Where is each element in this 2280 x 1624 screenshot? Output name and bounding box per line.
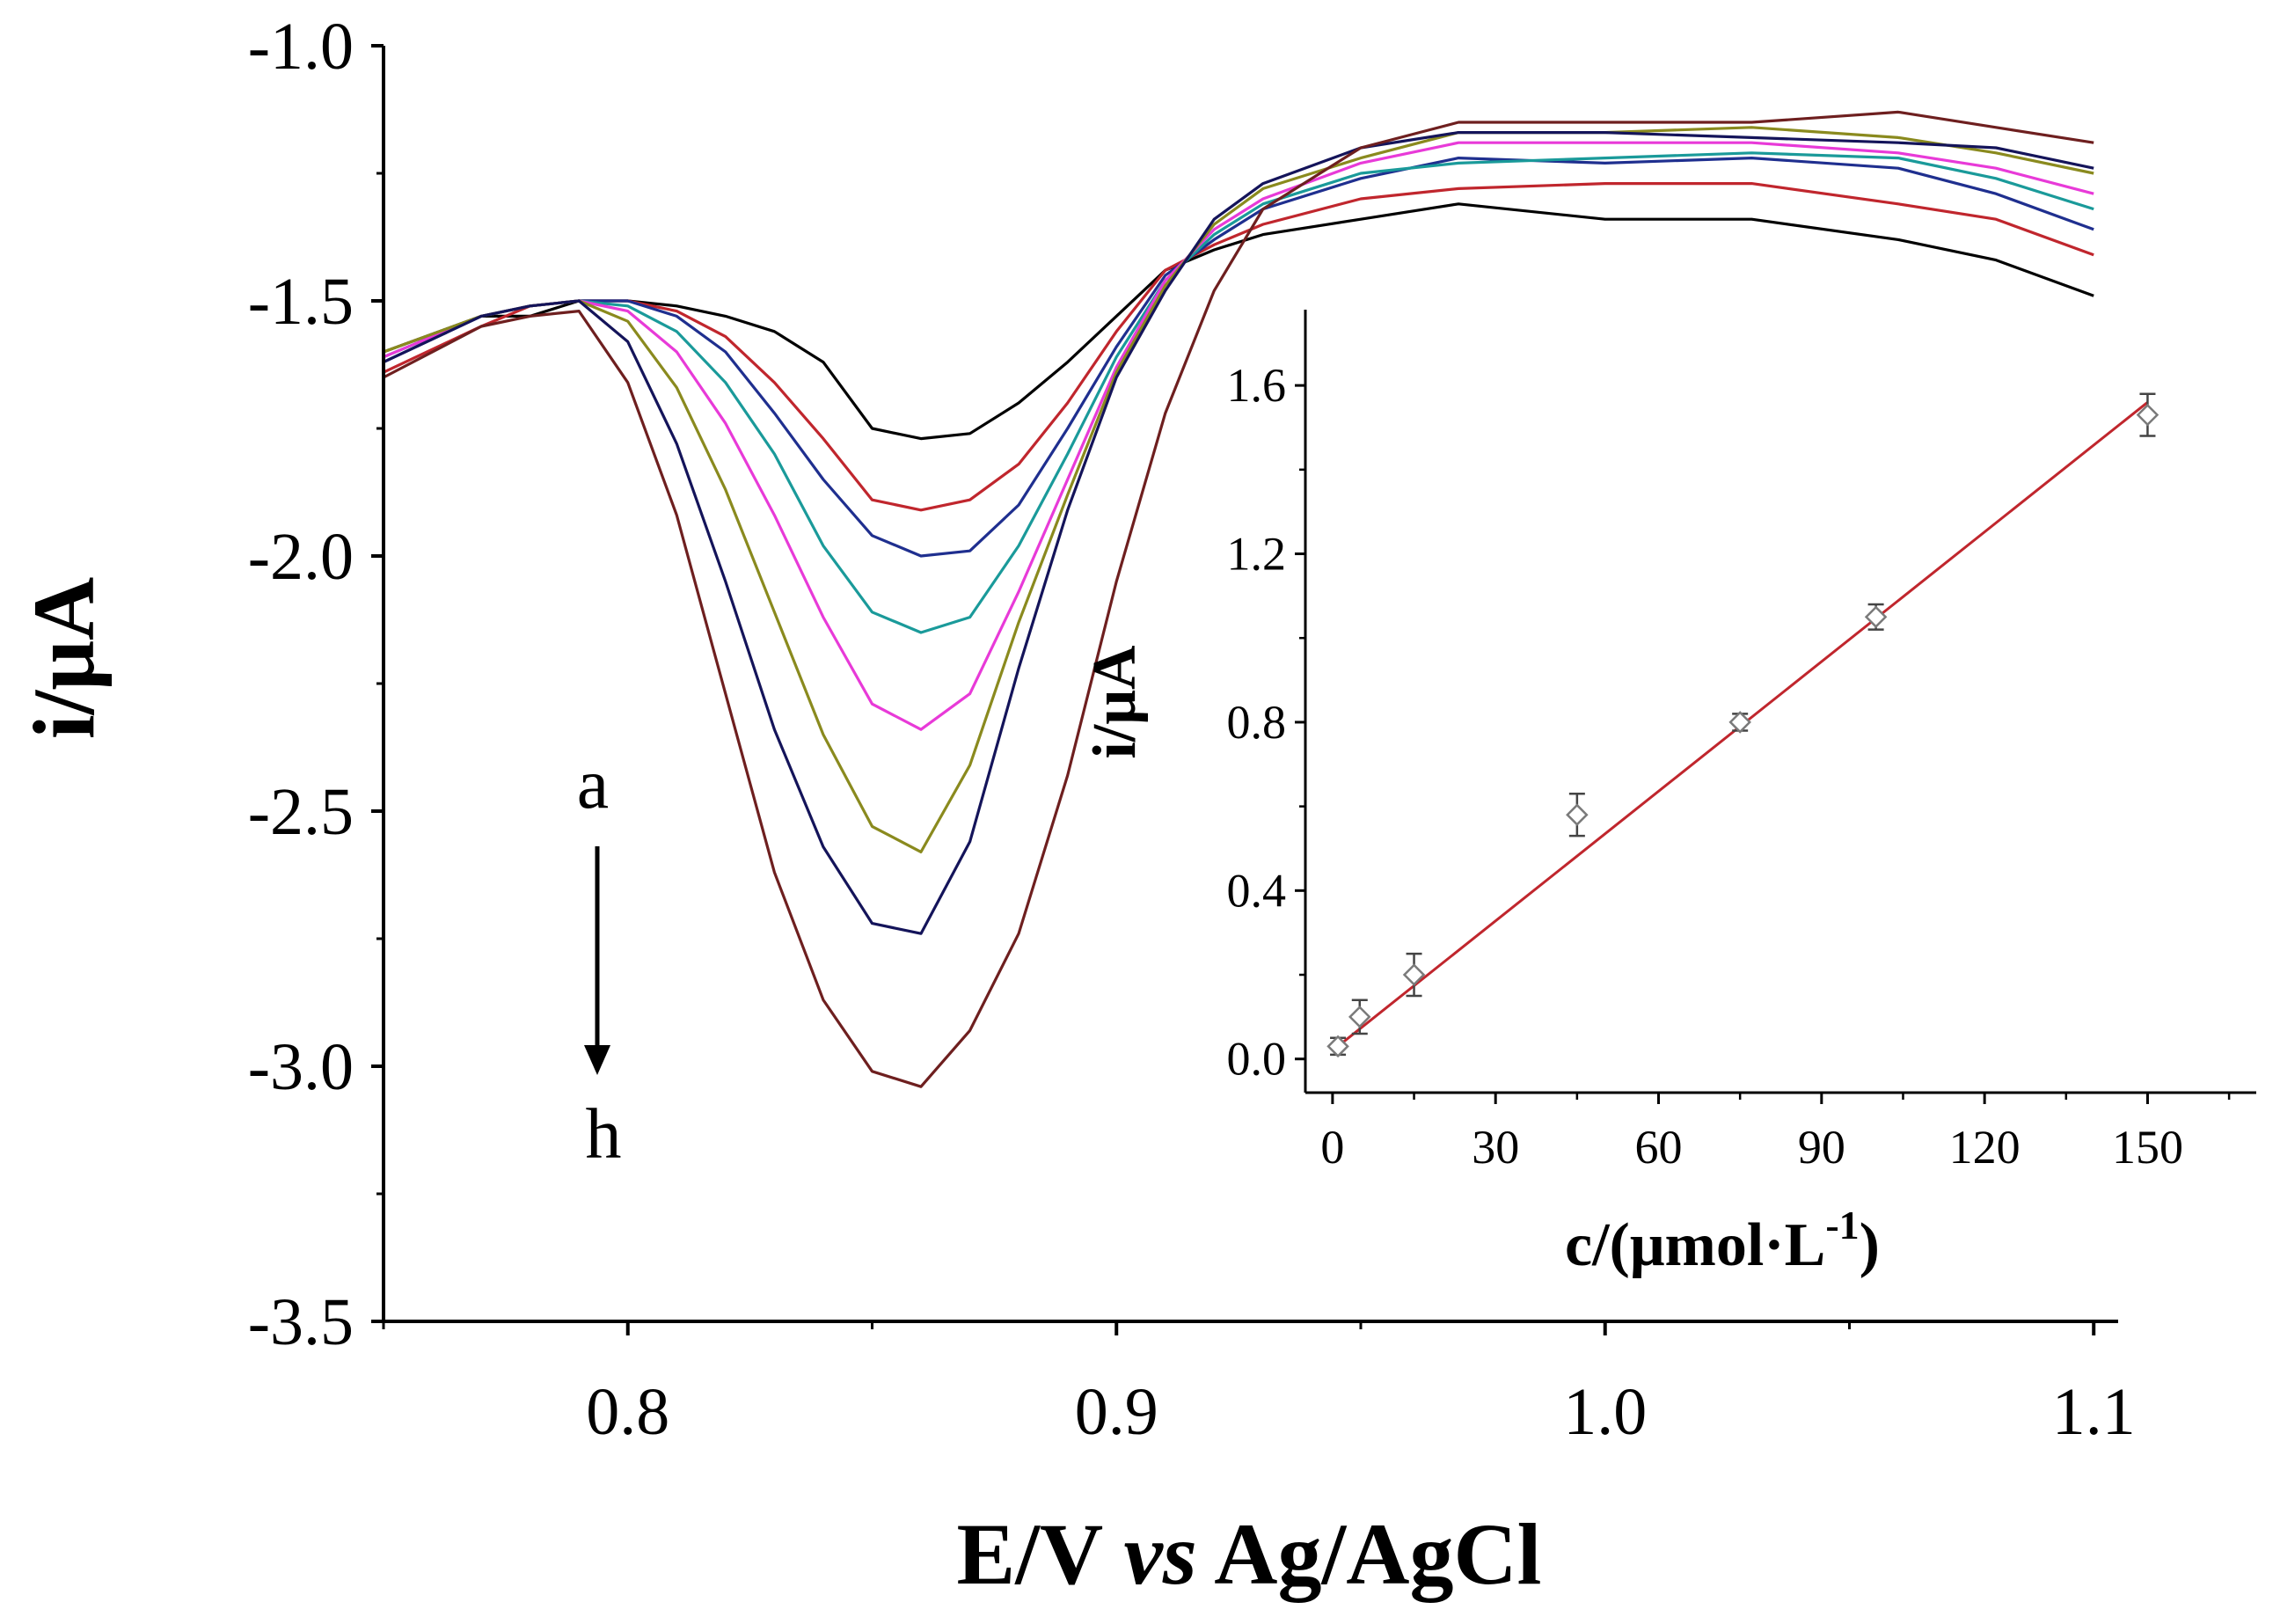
- main-x-tick-label: 0.9: [1075, 1375, 1158, 1449]
- diamond-marker: [1864, 605, 1888, 629]
- data-point: [1402, 952, 1426, 998]
- main-x-tick-label: 1.0: [1563, 1375, 1647, 1449]
- inset-x-tick-label: 90: [1798, 1121, 1845, 1174]
- data-point: [1348, 999, 1371, 1035]
- arrow-down-icon: [584, 1045, 610, 1075]
- main-y-axis-title: i/μA: [15, 577, 113, 739]
- inset-x-tick-label: 150: [2112, 1121, 2183, 1174]
- diamond-marker: [1728, 711, 1751, 734]
- main-y-ticks: -1.0 -1.5 -2.0 -2.5 -3.0 -3.5: [248, 10, 384, 1359]
- inset-chart: 0.0 0.4 0.8 1.2 1.6 0 30 60 90 120 150 i/μA c/(μm…: [1081, 310, 2256, 1279]
- inset-x-title-main: c/(μmol·L: [1565, 1211, 1825, 1279]
- inset-points-group: [1326, 392, 2159, 1058]
- inset-x-ticks: 0 30 60 90 120 150: [1320, 1093, 2231, 1174]
- series-line-c: [383, 157, 2094, 558]
- inset-y-axis-title: i/μA: [1081, 645, 1149, 759]
- data-point: [1326, 1035, 1349, 1058]
- inset-x-axis-title: c/(μmol·L-1): [1565, 1203, 1880, 1279]
- inset-y-tick-label: 1.2: [1227, 528, 1287, 581]
- main-series-group: [383, 110, 2094, 1088]
- x-title-part-1: E/V: [957, 1505, 1124, 1603]
- main-x-ticks: 0.8 0.9 1.0 1.1: [382, 1321, 2136, 1449]
- diamond-marker: [1326, 1035, 1349, 1058]
- inset-x-tick-label: 120: [1949, 1121, 2021, 1174]
- x-title-part-3: Ag/AgCl: [1197, 1505, 1542, 1603]
- series-line-h: [383, 110, 2094, 1088]
- inset-x-title-end: ): [1860, 1211, 1880, 1279]
- data-point: [1864, 603, 1888, 631]
- diamond-marker: [1566, 803, 1589, 826]
- main-y-tick-label: -2.5: [248, 775, 354, 849]
- data-point: [1566, 793, 1589, 838]
- diamond-marker: [1402, 963, 1426, 986]
- main-y-tick-label: -3.5: [248, 1285, 354, 1359]
- annotation-start-label: a: [577, 743, 609, 823]
- series-line-e: [383, 141, 2094, 731]
- main-chart: -1.0 -1.5 -2.0 -2.5 -3.0 -3.5 0.8 0.9 1.0 1.1 i/…: [15, 10, 2136, 1603]
- inset-x-tick-label: 30: [1472, 1121, 1519, 1174]
- inset-x-title-sup: -1: [1825, 1203, 1859, 1247]
- inset-y-tick-label: 0.8: [1227, 696, 1287, 749]
- inset-y-ticks: 0.0 0.4 0.8 1.2 1.6: [1227, 359, 1305, 1086]
- data-point: [2136, 392, 2159, 437]
- series-line-g: [383, 131, 2094, 935]
- inset-x-tick-label: 60: [1635, 1121, 1683, 1174]
- main-y-tick-label: -2.0: [248, 520, 354, 594]
- inset-y-tick-label: 0.0: [1227, 1033, 1287, 1086]
- inset-y-tick-label: 0.4: [1227, 864, 1287, 917]
- main-x-axis-title: E/V vs Ag/AgCl: [957, 1505, 1542, 1603]
- diamond-marker: [2136, 403, 2159, 427]
- x-title-vs: vs: [1123, 1505, 1196, 1603]
- inset-x-tick-label: 0: [1320, 1121, 1344, 1174]
- diamond-marker: [1348, 1006, 1371, 1028]
- main-y-tick-label: -1.5: [248, 265, 354, 339]
- main-x-tick-label: 0.8: [586, 1375, 669, 1449]
- main-y-tick-label: -1.0: [248, 10, 354, 84]
- data-point: [1728, 711, 1751, 734]
- main-x-tick-label: 1.1: [2052, 1375, 2136, 1449]
- inset-y-tick-label: 1.6: [1227, 359, 1287, 412]
- series-line-d: [383, 151, 2094, 634]
- annotation-end-label: h: [586, 1094, 622, 1174]
- main-y-tick-label: -3.0: [248, 1030, 354, 1104]
